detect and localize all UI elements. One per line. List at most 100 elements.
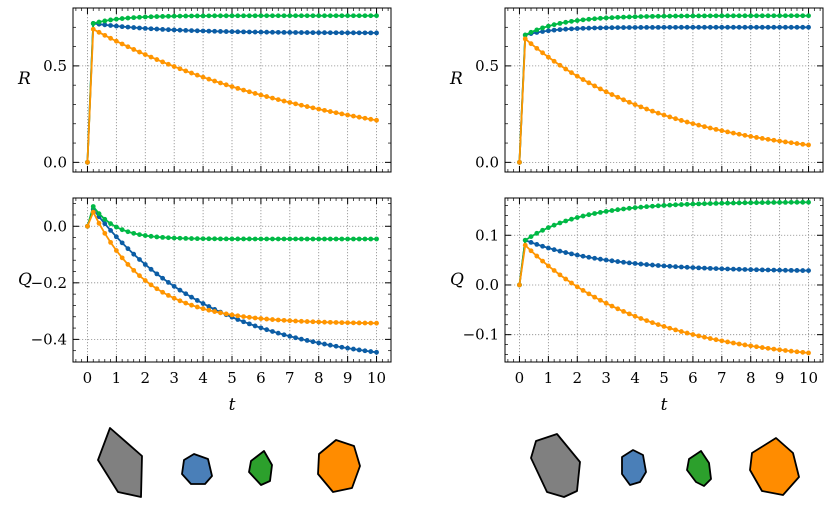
data-point-orange [742,132,748,138]
data-point-orange [650,108,655,114]
data-point-orange [374,320,379,326]
data-point-green [322,13,327,19]
data-point-orange [206,307,212,313]
data-point-green [90,21,96,26]
data-point-blue [615,259,621,264]
right-orange-shape [749,437,800,496]
data-point-green [806,199,811,205]
data-point-green [119,227,125,233]
data-point-green [177,13,183,19]
data-point-orange [258,316,264,321]
data-point-green [557,220,563,226]
data-point-orange [177,66,183,72]
data-point-blue [598,256,603,262]
data-point-blue [730,24,736,30]
data-point-green [287,236,293,242]
data-point-green [154,234,160,240]
data-point-blue [736,24,742,30]
data-point-orange [615,306,621,312]
data-point-blue [189,294,194,300]
data-point-blue [351,346,356,352]
right-blue-shape [621,449,647,486]
data-point-orange [113,38,119,44]
data-point-blue [707,24,713,30]
data-point-orange [794,141,800,146]
data-point-green [125,229,131,235]
data-point-orange [218,310,223,316]
data-point-orange [655,110,661,116]
data-point-blue [626,260,632,266]
data-point-blue [603,257,609,263]
data-point-green [235,236,241,242]
data-point-green [806,13,811,19]
data-point-orange [522,242,528,248]
data-point-blue [374,30,379,36]
data-point-orange [626,311,632,317]
data-point-orange [333,110,339,116]
data-point-blue [171,283,177,289]
data-point-orange [223,311,229,317]
data-point-orange [725,129,730,135]
data-point-orange [356,320,362,326]
data-point-green [702,201,707,207]
data-point-green [333,13,339,19]
data-point-green [574,18,580,23]
data-point-green [661,13,667,19]
data-point-orange [517,282,522,288]
data-point-orange [615,94,621,100]
data-point-blue [563,26,569,32]
data-point-orange [270,95,275,101]
data-point-green [788,199,794,205]
data-point-blue [678,24,684,30]
y-tick-label: 0.5 [43,57,67,75]
data-point-green [736,200,742,206]
data-point-blue [702,265,707,271]
data-point-blue [252,323,258,329]
data-point-green [667,202,673,208]
data-point-blue [166,27,171,33]
data-point-orange [235,313,241,319]
data-point-orange [598,86,603,92]
data-point-orange [540,50,545,56]
data-point-blue [200,28,206,34]
data-point-blue [235,29,241,35]
data-point-blue [212,28,218,34]
data-point-green [177,235,183,241]
data-point-orange [777,138,783,144]
data-point-orange [322,319,327,325]
data-point-orange [246,314,252,320]
data-point-orange [351,320,356,326]
data-point-blue [783,24,788,30]
data-point-orange [200,74,206,80]
data-point-blue [534,242,540,247]
data-point-orange [742,342,748,348]
data-point-orange [800,141,806,147]
data-point-green [275,13,281,19]
data-point-orange [252,91,258,96]
data-point-green [200,236,206,242]
data-point-blue [609,25,615,31]
data-point-blue [626,25,632,30]
data-point-blue [166,279,171,285]
data-point-green [771,200,777,205]
data-point-green [108,221,113,227]
data-point-orange [131,47,137,52]
x-tick-label: 8 [746,369,756,387]
data-point-blue [650,24,655,30]
data-point-green [730,13,736,19]
data-point-orange [725,339,730,345]
data-point-blue [246,321,252,327]
data-point-green [102,18,108,24]
data-point-blue [748,24,754,30]
data-point-blue [281,29,287,35]
data-point-orange [736,131,742,137]
x-tick-label: 1 [112,369,122,387]
data-point-blue [356,30,362,36]
data-point-blue [592,255,598,261]
data-point-orange [96,29,102,35]
data-point-green [522,237,528,243]
data-point-blue [241,29,246,35]
data-point-orange [517,159,522,165]
data-point-orange [171,295,177,301]
data-point-orange [304,104,310,109]
